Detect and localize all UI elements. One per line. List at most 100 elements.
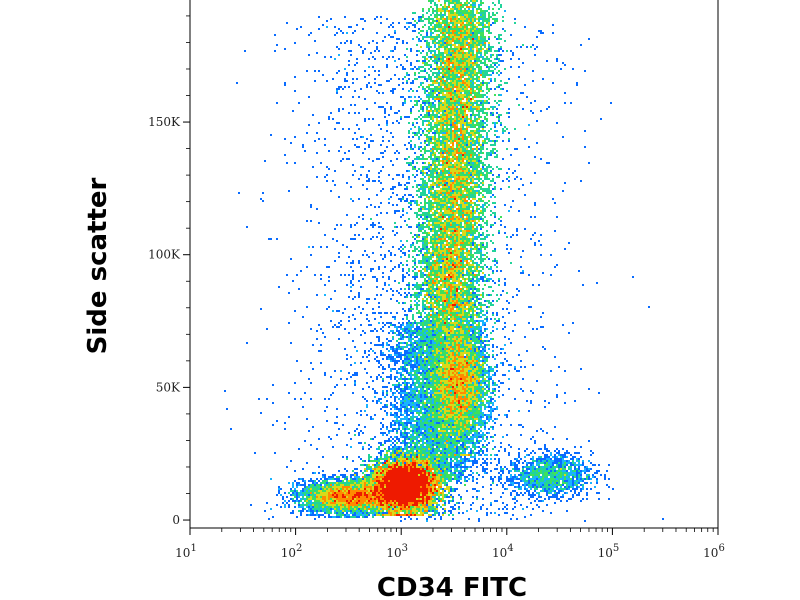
density-cell [492, 12, 494, 14]
density-cell [448, 134, 450, 136]
density-cell [456, 24, 458, 26]
density-cell [492, 270, 494, 272]
density-cell [436, 96, 438, 98]
density-cell [488, 12, 490, 14]
density-cell [436, 68, 438, 70]
density-cell [426, 94, 428, 96]
density-cell [438, 136, 440, 138]
density-cell [440, 198, 442, 200]
density-cell [420, 46, 422, 48]
density-cell [462, 86, 464, 88]
density-cell [462, 270, 464, 272]
density-cell [478, 148, 480, 150]
density-cell [434, 176, 436, 178]
density-cell [436, 144, 438, 146]
density-cell [432, 28, 434, 30]
density-cell [424, 166, 426, 168]
density-cell [416, 274, 418, 276]
density-cell [482, 246, 484, 248]
density-cell [462, 22, 464, 24]
density-cell [422, 224, 424, 226]
density-cell [474, 182, 476, 184]
density-cell [376, 214, 378, 216]
density-cell [464, 14, 466, 16]
density-cell [442, 114, 444, 116]
density-cell [420, 210, 422, 212]
density-cell [478, 164, 480, 166]
density-cell [468, 208, 470, 210]
density-cell [454, 278, 456, 280]
density-cell [472, 266, 474, 268]
density-cell [490, 184, 492, 186]
density-cell [460, 114, 462, 116]
density-cell [428, 64, 430, 66]
density-cell [456, 6, 458, 8]
density-cell [478, 152, 480, 154]
density-cell [424, 176, 426, 178]
density-cell [466, 204, 468, 206]
density-cell [450, 114, 452, 116]
density-cell [428, 278, 430, 280]
density-cell [432, 176, 434, 178]
density-cell [458, 158, 460, 160]
density-cell [456, 264, 458, 266]
density-cell [448, 138, 450, 140]
density-cell [346, 262, 348, 264]
density-cell [408, 250, 410, 252]
density-cell [440, 10, 442, 12]
density-cell [412, 200, 414, 202]
density-cell [354, 112, 356, 114]
density-cell [444, 38, 446, 40]
density-cell [480, 254, 482, 256]
density-cell [442, 194, 444, 196]
density-cell [440, 232, 442, 234]
density-cell [432, 72, 434, 74]
density-cell [460, 272, 462, 274]
density-cell [452, 236, 454, 238]
density-cell [482, 174, 484, 176]
density-cell [448, 98, 450, 100]
density-cell [400, 256, 402, 258]
density-cell [398, 38, 400, 40]
density-cell [470, 162, 472, 164]
density-cell [442, 160, 444, 162]
density-cell [432, 272, 434, 274]
density-cell [478, 126, 480, 128]
density-cell [444, 130, 446, 132]
density-cell [454, 66, 456, 68]
density-cell [490, 70, 492, 72]
density-cell [428, 132, 430, 134]
density-cell [448, 144, 450, 146]
density-cell [458, 146, 460, 148]
density-cell [402, 96, 404, 98]
density-cell [468, 34, 470, 36]
density-cell [468, 264, 470, 266]
density-cell [466, 186, 468, 188]
density-cell [440, 44, 442, 46]
density-cell [326, 266, 328, 268]
density-cell [494, 22, 496, 24]
density-cell [452, 92, 454, 94]
density-cell [460, 162, 462, 164]
density-cell [430, 192, 432, 194]
density-cell [436, 58, 438, 60]
density-cell [406, 28, 408, 30]
density-cell [462, 72, 464, 74]
density-cell [428, 78, 430, 80]
density-cell [496, 154, 498, 156]
density-cell [418, 250, 420, 252]
density-cell [444, 194, 446, 196]
density-cell [476, 28, 478, 30]
density-cell [416, 234, 418, 236]
density-cell [470, 122, 472, 124]
density-cell [414, 126, 416, 128]
density-cell [438, 192, 440, 194]
density-cell [480, 172, 482, 174]
density-cell [446, 178, 448, 180]
density-cell [494, 126, 496, 128]
density-cell [314, 70, 316, 72]
density-cell [442, 38, 444, 40]
density-cell [444, 118, 446, 120]
density-cell [348, 26, 350, 28]
density-cell [448, 68, 450, 70]
